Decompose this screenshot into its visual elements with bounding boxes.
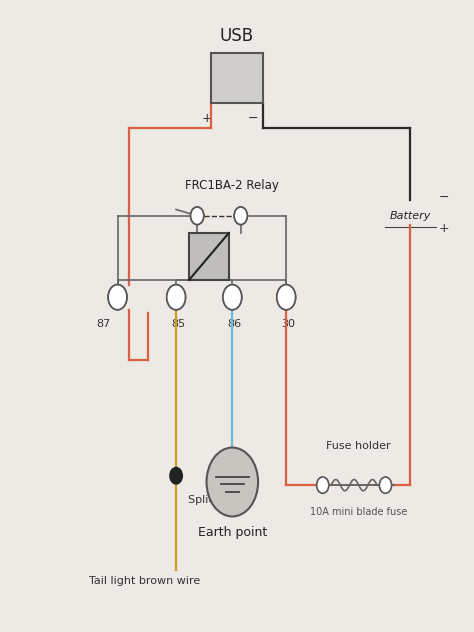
Text: Earth point: Earth point: [198, 526, 267, 539]
Circle shape: [108, 284, 127, 310]
Text: USB: USB: [220, 27, 254, 46]
Circle shape: [223, 284, 242, 310]
Circle shape: [167, 284, 185, 310]
Circle shape: [191, 207, 204, 224]
Circle shape: [167, 284, 185, 310]
Circle shape: [379, 477, 392, 494]
Text: 30: 30: [282, 319, 295, 329]
Circle shape: [277, 284, 296, 310]
FancyBboxPatch shape: [189, 233, 229, 280]
Circle shape: [234, 207, 247, 224]
Circle shape: [317, 477, 329, 494]
Circle shape: [108, 284, 127, 310]
FancyBboxPatch shape: [211, 53, 263, 103]
Text: 87: 87: [96, 319, 110, 329]
Text: FRC1BA-2 Relay: FRC1BA-2 Relay: [185, 179, 279, 192]
Circle shape: [277, 284, 296, 310]
Circle shape: [207, 447, 258, 516]
Text: Fuse holder: Fuse holder: [327, 441, 391, 451]
Text: Splice point: Splice point: [188, 494, 253, 504]
Circle shape: [223, 284, 242, 310]
Text: +: +: [438, 222, 449, 235]
Text: Tail light brown wire: Tail light brown wire: [90, 576, 201, 586]
Text: +: +: [201, 112, 212, 125]
Text: −: −: [438, 190, 449, 204]
Text: 86: 86: [228, 319, 242, 329]
Circle shape: [234, 207, 247, 224]
Circle shape: [191, 207, 204, 224]
Text: Battery: Battery: [390, 210, 431, 221]
Circle shape: [170, 468, 182, 484]
Text: 10A mini blade fuse: 10A mini blade fuse: [310, 507, 408, 517]
Text: −: −: [248, 112, 259, 125]
Text: 85: 85: [172, 319, 185, 329]
